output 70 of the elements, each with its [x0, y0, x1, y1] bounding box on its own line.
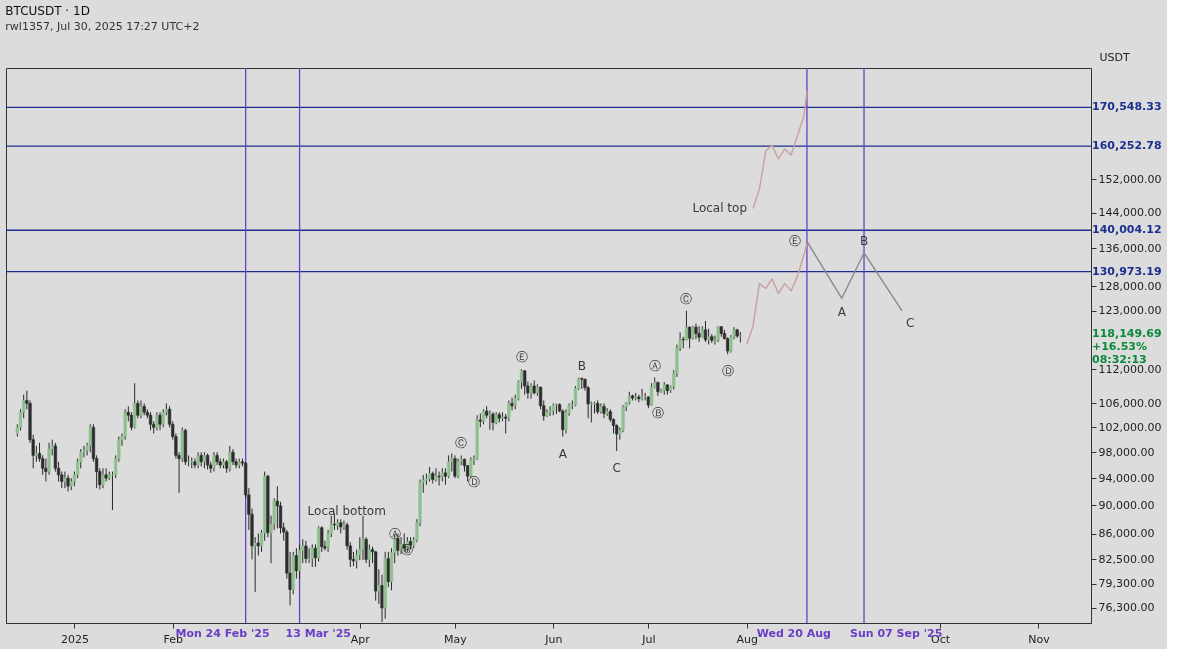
y-tick-label: 98,000.00 — [1098, 445, 1155, 459]
text: 118,149.69 — [1092, 326, 1162, 340]
candlestick — [148, 411, 153, 431]
ref-line-label: 170,548.33 — [1092, 100, 1162, 114]
y-tick-label: 86,000.00 — [1098, 527, 1155, 540]
candlestick — [297, 543, 302, 580]
candlestick — [294, 547, 298, 580]
annotation: Ⓒ — [455, 436, 468, 451]
y-axis-title: USDT — [1099, 50, 1130, 64]
y-tick-label: 82,500.00 — [1098, 552, 1155, 566]
x-tick-label: Jun — [544, 632, 563, 646]
x-tick-label: Aug — [736, 632, 758, 646]
candlestick — [101, 467, 105, 489]
chart-subtitle: rwl1357, Jul 30, 2025 17:27 UTC+2 — [5, 20, 200, 33]
line-series — [752, 90, 808, 210]
annotation: Ⓐ — [648, 358, 661, 373]
x-tick-label: Nov — [1028, 632, 1051, 646]
y-tick-label: 76,300.00 — [1098, 601, 1155, 615]
ref-line-label: Wed 20 Aug — [756, 627, 831, 640]
y-tick-label: 123,000.00 — [1098, 304, 1162, 318]
annotation: C — [906, 315, 915, 330]
candlestick — [158, 411, 162, 431]
candlestick — [548, 405, 552, 417]
annotation: Ⓓ — [721, 364, 734, 379]
annotation: Local top — [692, 201, 748, 216]
candlestick — [310, 543, 314, 568]
ref-line-label: 13 Mar '25 — [285, 627, 352, 640]
candlestick — [488, 409, 492, 431]
annotation: A — [558, 446, 568, 461]
candlestick — [361, 515, 365, 561]
annotation: A — [837, 305, 847, 320]
y-tick-label: 152,000.00 — [1098, 172, 1162, 186]
y-tick-label: 79,300.00 — [1098, 577, 1155, 591]
y-tick-label: 144,000.00 — [1098, 206, 1162, 220]
ref-line-label: 140,004.12 — [1092, 223, 1162, 237]
candlestick — [386, 551, 390, 588]
x-tick-label: 2025 — [60, 632, 89, 646]
candlestick — [523, 369, 527, 396]
candlestick — [304, 540, 308, 564]
x-tick-label: Apr — [350, 632, 371, 646]
y-tick-label: 136,000.00 — [1098, 241, 1162, 255]
annotation: Ⓒ — [680, 291, 693, 306]
annotation: Ⓑ — [401, 542, 414, 557]
y-tick-label: 90,000.00 — [1098, 498, 1155, 512]
ref-line-label: 130,973.19 — [1092, 264, 1162, 278]
candlestick — [256, 533, 260, 557]
y-tick-label: 94,000.00 — [1098, 471, 1155, 485]
candlestick — [453, 454, 457, 479]
y-tick-label: 102,000.00 — [1098, 420, 1162, 434]
y-tick-label: 128,000.00 — [1098, 279, 1162, 293]
x-tick-label: Jul — [641, 632, 656, 646]
candlestick — [320, 525, 324, 553]
annotation: Local bottom — [307, 503, 386, 518]
candlestick — [561, 408, 565, 438]
annotation: B — [577, 358, 586, 373]
chart-title: BTCUSDT · 1D — [5, 4, 90, 18]
annotation: Ⓓ — [467, 475, 480, 490]
candlestick — [313, 543, 318, 568]
candlestick — [545, 408, 549, 418]
annotation: Ⓔ — [788, 234, 801, 249]
candlestick — [456, 458, 460, 479]
x-tick-label: May — [444, 632, 468, 646]
annotation: Ⓔ — [515, 350, 528, 365]
annotation: Ⓑ — [651, 405, 664, 420]
text: +16.53% — [1092, 339, 1148, 353]
annotation: C — [612, 460, 621, 475]
ref-line-label: 160,252.78 — [1092, 139, 1162, 153]
candlestick — [155, 411, 159, 431]
annotation: Ⓐ — [388, 526, 401, 541]
y-tick-label: 106,000.00 — [1098, 396, 1162, 410]
